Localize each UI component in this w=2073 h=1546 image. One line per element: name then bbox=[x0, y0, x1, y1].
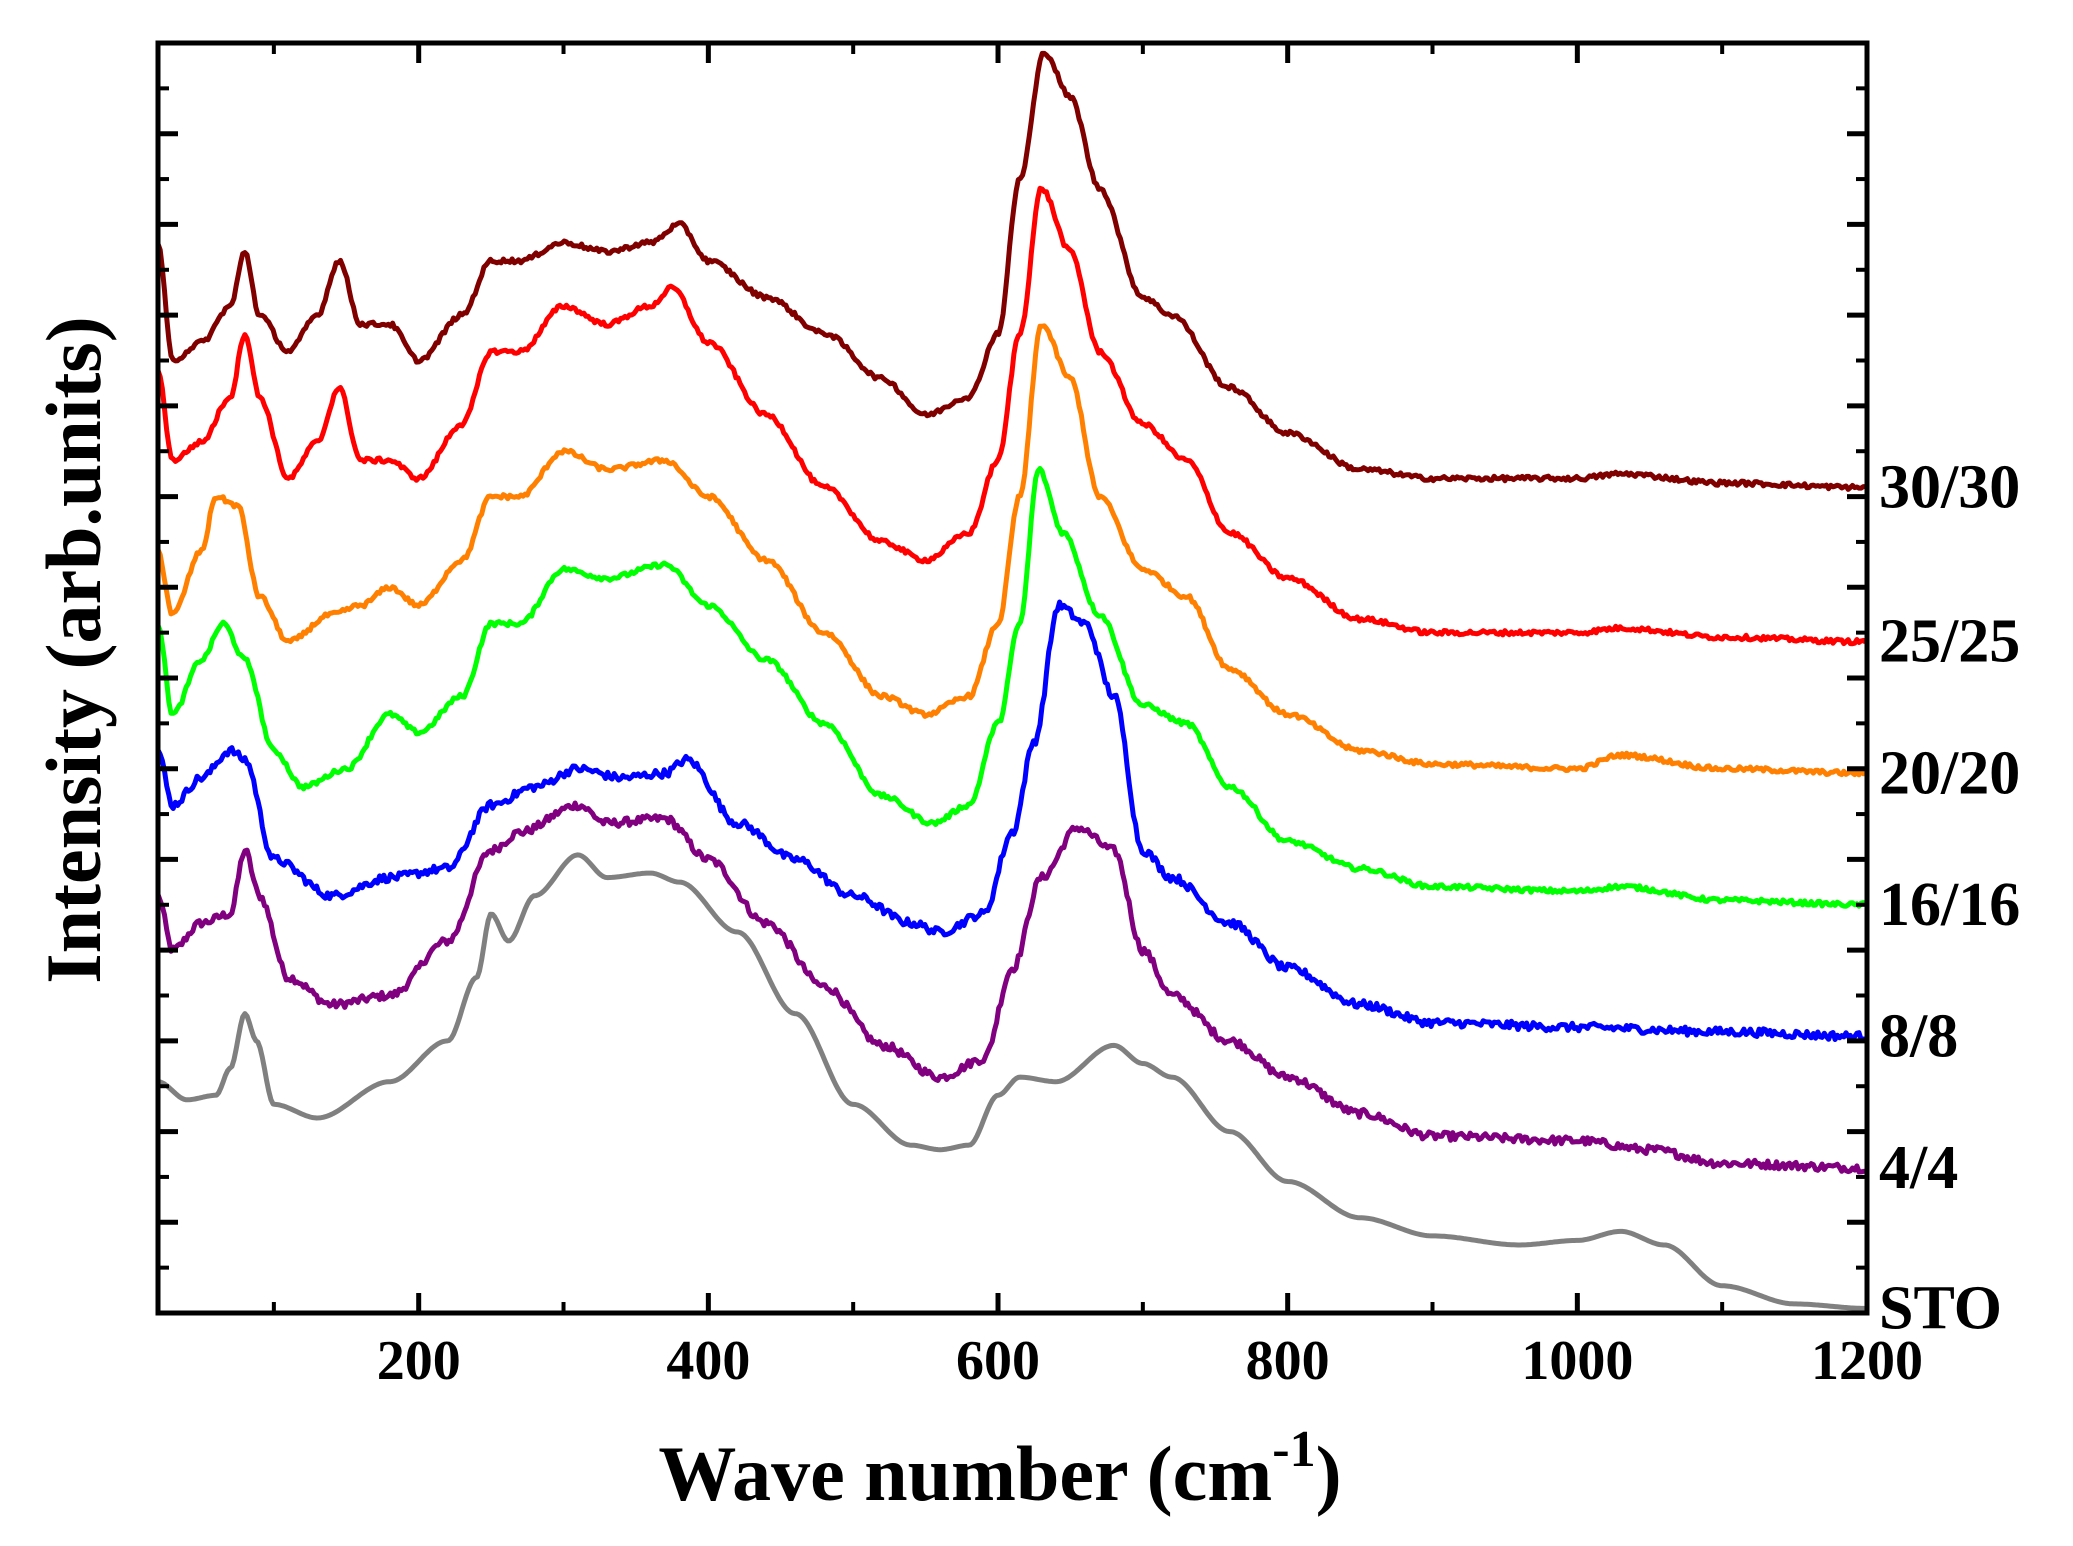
series-line-sto bbox=[157, 852, 1866, 1311]
series-label-16-16: 16/16 bbox=[1879, 871, 2020, 939]
series-line-8-8 bbox=[155, 599, 1866, 1043]
series-label-25-25: 25/25 bbox=[1879, 608, 2020, 676]
x-tick-label: 600 bbox=[956, 1330, 1040, 1392]
x-tick-label: 400 bbox=[666, 1330, 750, 1392]
series-label-4-4: 4/4 bbox=[1879, 1134, 1958, 1202]
series-label-8-8: 8/8 bbox=[1879, 1002, 1958, 1070]
x-tick-label: 200 bbox=[377, 1330, 461, 1392]
series-label-sto: STO bbox=[1879, 1275, 2002, 1343]
x-axis-title-superscript: -1 bbox=[1272, 1421, 1315, 1478]
x-axis-title-main: Wave number (cm bbox=[658, 1430, 1272, 1517]
x-tick-label: 800 bbox=[1246, 1330, 1330, 1392]
series-layer bbox=[155, 50, 1868, 1311]
tick-layer: 200 400 600 800 1000 1200 bbox=[158, 40, 1923, 1392]
series-line-16-16 bbox=[155, 466, 1868, 909]
y-axis-title: Intensity (arb.units) bbox=[30, 316, 117, 983]
x-axis-title-close: ) bbox=[1316, 1430, 1342, 1517]
series-label-30-30: 30/30 bbox=[1879, 454, 2020, 522]
x-tick-label: 1200 bbox=[1811, 1330, 1923, 1392]
label-layer: STO 4/4 8/8 16/16 20/20 25/25 30/30 bbox=[1879, 454, 2020, 1343]
x-axis-title: Wave number (cm-1) bbox=[658, 1421, 1341, 1517]
series-line-4-4 bbox=[155, 800, 1866, 1175]
x-tick-label: 1000 bbox=[1521, 1330, 1633, 1392]
series-line-30-30 bbox=[155, 50, 1866, 492]
series-line-20-20 bbox=[155, 323, 1868, 778]
series-label-20-20: 20/20 bbox=[1879, 739, 2020, 807]
series-line-25-25 bbox=[155, 185, 1868, 647]
